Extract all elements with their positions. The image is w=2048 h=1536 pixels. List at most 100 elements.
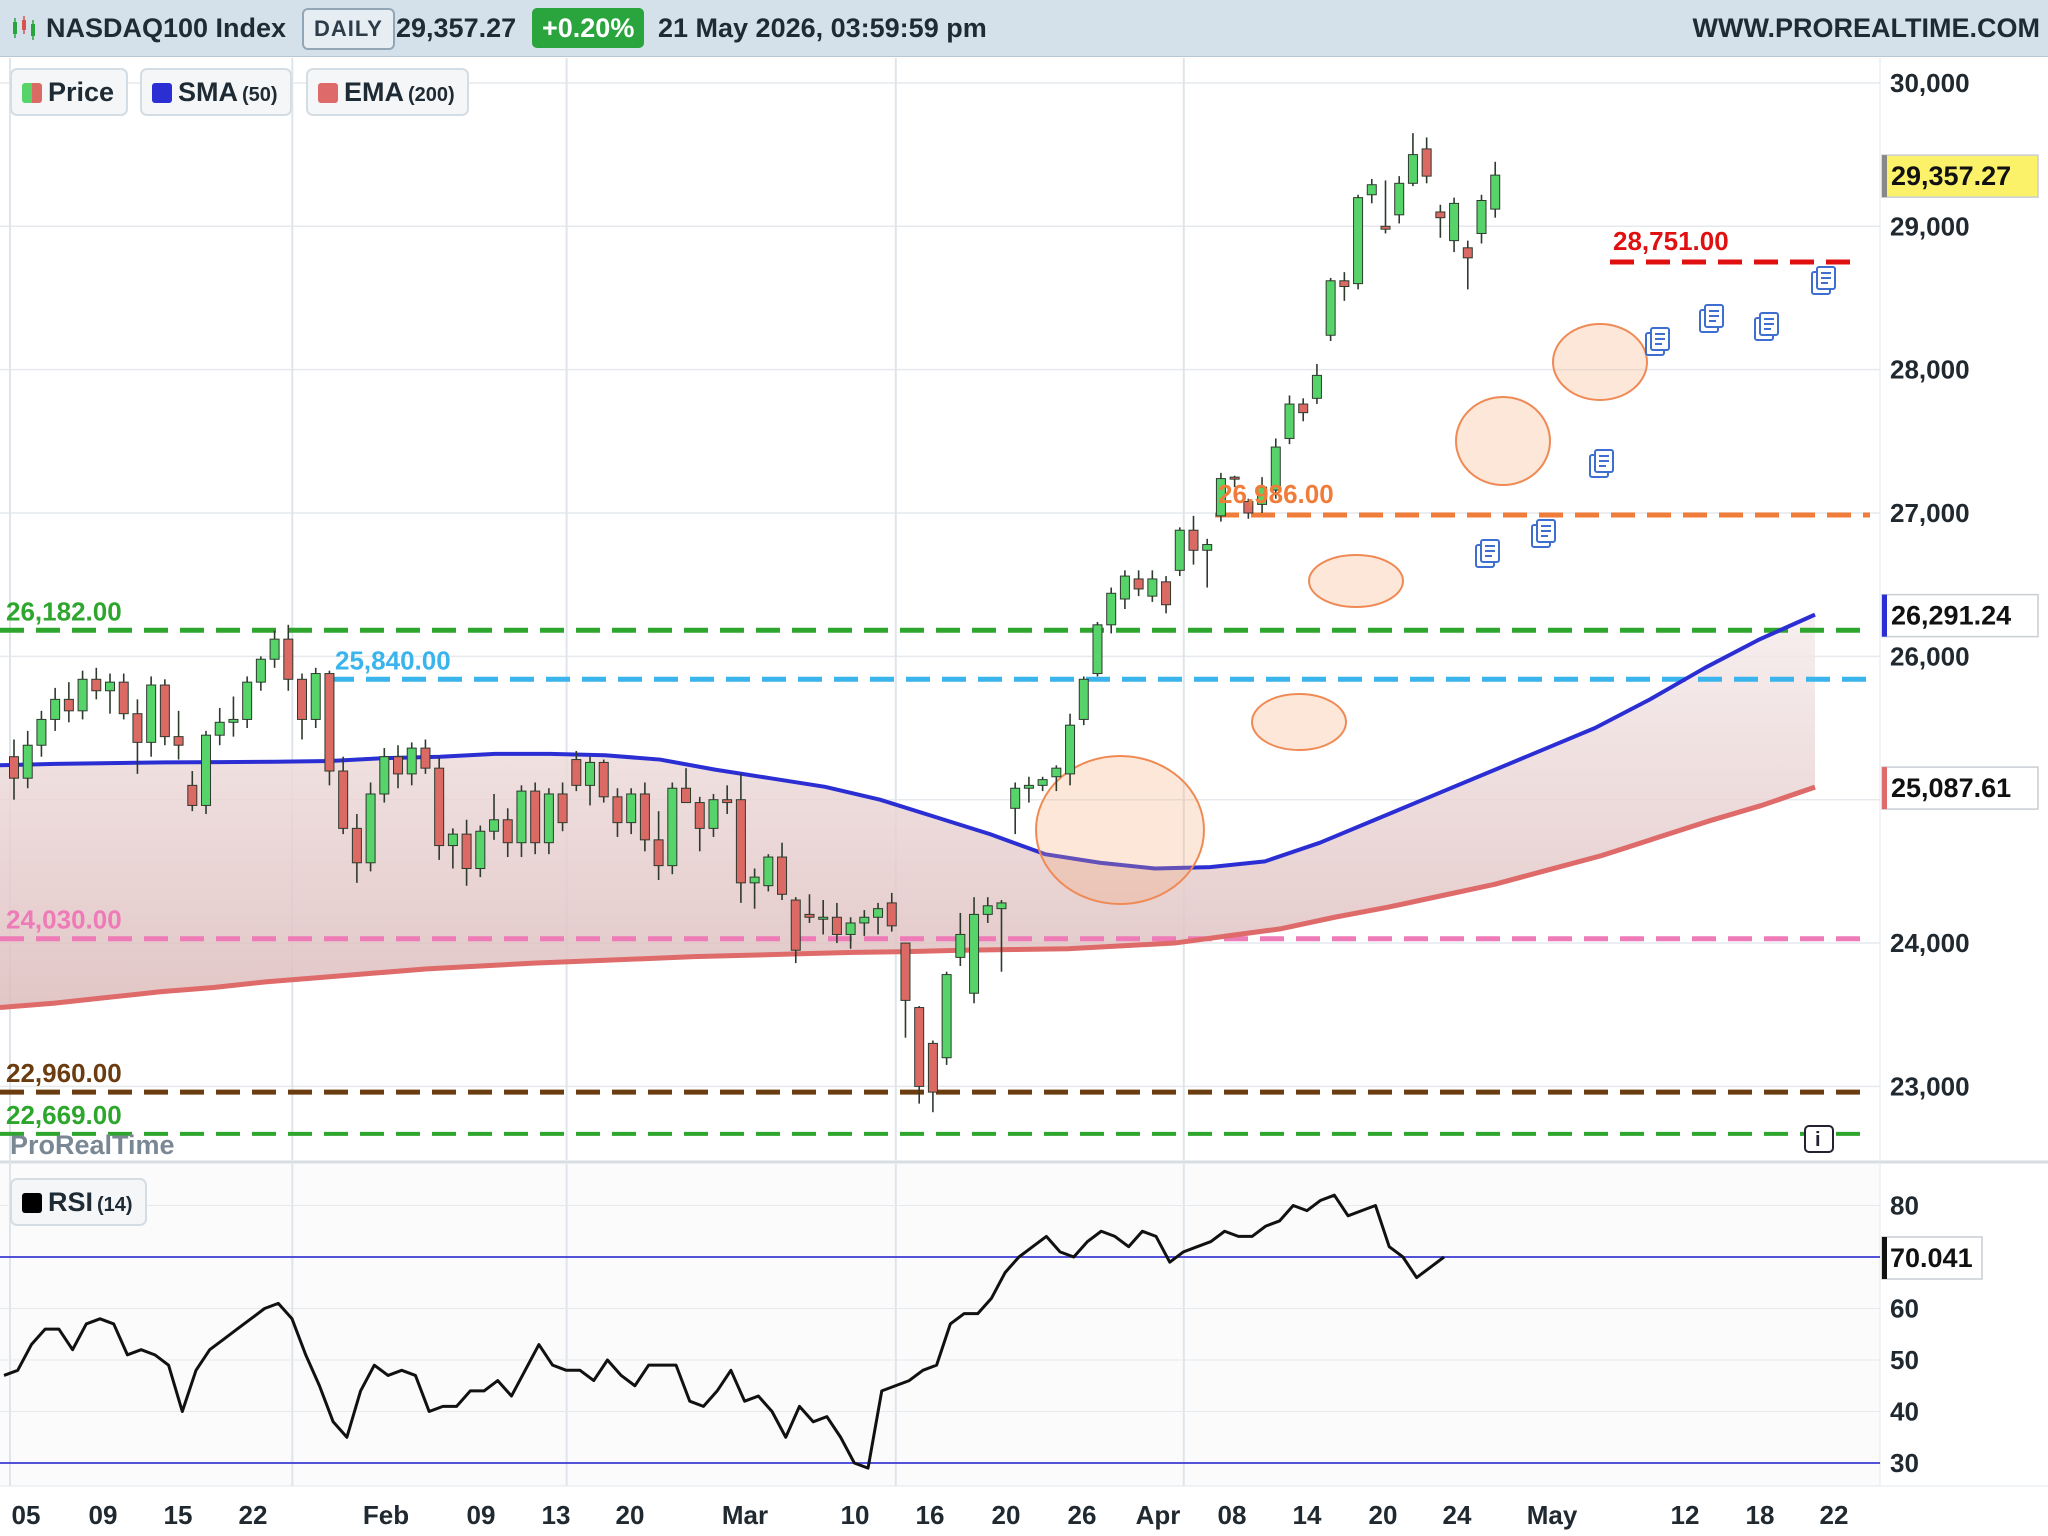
price-panel-bg: [0, 58, 1880, 1160]
horizontal-levels[interactable]: [0, 259, 1870, 1136]
period-button[interactable]: DAILY: [302, 8, 395, 50]
info-icon: [1804, 1125, 1834, 1153]
candle-up: [845, 922, 856, 935]
candle-down: [886, 902, 897, 927]
candle-down: [1462, 247, 1473, 259]
legend-sma[interactable]: SMA (50): [140, 68, 292, 116]
candle-up: [955, 933, 966, 958]
legend-price[interactable]: Price: [10, 68, 129, 116]
x-tick-label: 13: [542, 1500, 571, 1530]
legend-rsi[interactable]: RSI (14): [10, 1178, 147, 1226]
sma-swatch: [152, 83, 172, 103]
legend-ema[interactable]: EMA (200): [306, 68, 469, 116]
candle-up: [36, 718, 47, 746]
candle-down: [1243, 501, 1254, 514]
legend-ema-period: (200): [408, 84, 455, 106]
candle-up: [1284, 403, 1295, 439]
candle-up: [105, 681, 116, 692]
highlight-ellipses[interactable]: [1035, 323, 1648, 905]
candle-up: [406, 747, 417, 775]
rsi-y-tick-label: 50: [1890, 1345, 1919, 1375]
x-tick-label: Apr: [1136, 1500, 1181, 1530]
candle-up: [475, 830, 486, 870]
rsi-swatch: [22, 1193, 42, 1213]
candle-down: [9, 756, 19, 779]
candle-up: [763, 856, 774, 887]
rsi-panel-bg: [0, 1164, 1880, 1486]
candle-up: [1065, 724, 1076, 775]
value-tag-label: 29,357.27: [1891, 161, 2011, 191]
candle-up: [1023, 784, 1034, 789]
candle-down: [790, 899, 801, 951]
candle-up: [982, 905, 993, 915]
candle-up: [1449, 202, 1460, 242]
candle-down: [461, 833, 472, 870]
highlight-ellipse: [1251, 693, 1347, 751]
candle-up: [996, 902, 1007, 910]
y-tick-label: 24,000: [1890, 928, 1970, 958]
candle-up: [585, 761, 596, 786]
candle-down: [1339, 280, 1350, 288]
candle-up: [22, 744, 33, 779]
x-tick-label: 09: [467, 1500, 496, 1530]
candle-down: [777, 856, 788, 895]
candle-down: [351, 827, 362, 864]
document-icon: [1645, 327, 1670, 356]
candle-up: [1311, 374, 1322, 399]
value-tag-marker: [1882, 155, 1887, 198]
candlesticks[interactable]: [9, 133, 1501, 1113]
value-tag-marker: [1882, 767, 1887, 810]
candle-up: [50, 698, 61, 720]
candle-up: [489, 819, 500, 832]
x-tick-label: 20: [616, 1500, 645, 1530]
x-tick-label: 22: [1820, 1500, 1849, 1530]
legend-ema-label: EMA: [344, 77, 404, 107]
candle-up: [1092, 624, 1103, 675]
value-tag-label: 26,291.24: [1891, 601, 2011, 631]
candle-up: [1147, 578, 1158, 597]
x-tick-label: 15: [164, 1500, 193, 1530]
y-tick-label: 23,000: [1890, 1071, 1970, 1101]
candle-up: [1174, 529, 1185, 571]
candle-up: [1078, 678, 1089, 720]
candle-down: [187, 784, 198, 806]
rsi-y-tick-label: 80: [1890, 1191, 1919, 1221]
candle-down: [914, 1007, 925, 1087]
candle-up: [1051, 767, 1062, 778]
candle-up: [228, 718, 239, 723]
candle-up: [1202, 544, 1213, 551]
legend-rsi-label: RSI: [48, 1187, 94, 1217]
candle-down: [159, 684, 170, 738]
candle-down: [502, 819, 513, 844]
candle-down: [393, 756, 404, 775]
x-tick-label: 10: [841, 1500, 870, 1530]
x-tick-label: 12: [1671, 1500, 1700, 1530]
candle-down: [1435, 211, 1446, 219]
candle-up: [969, 913, 980, 994]
value-tag: [1881, 766, 2039, 810]
candle-down: [530, 790, 541, 844]
y-tick-label: 30,000: [1890, 68, 1970, 98]
axes: 30,000 29,000 28,000 27,000 26,000 24,000 23,0…: [12, 68, 2039, 1530]
rsi-line: [3, 1193, 1445, 1470]
chart-grid: [0, 58, 1880, 1486]
candle-up: [1407, 154, 1418, 184]
candle-up: [543, 793, 554, 844]
x-tick-label: Feb: [363, 1500, 409, 1530]
candle-down: [927, 1042, 938, 1093]
candle-up: [818, 916, 829, 920]
x-tick-label: 05: [12, 1500, 41, 1530]
y-tick-label: 26,000: [1890, 641, 1970, 671]
candle-up: [1215, 478, 1226, 517]
document-markers[interactable]: [1475, 266, 1836, 568]
x-tick-label: 18: [1746, 1500, 1775, 1530]
candle-down: [694, 802, 705, 829]
candle-down: [297, 678, 308, 720]
website-link[interactable]: WWW.PROREALTIME.COM: [1692, 13, 2040, 43]
ema-swatch: [318, 83, 338, 103]
chart-icon[interactable]: [10, 14, 38, 42]
candle-down: [63, 698, 74, 712]
chart-header: NASDAQ100 Index DAILY 29,357.27 +0.20% 2…: [0, 0, 2048, 57]
candle-down: [722, 799, 733, 804]
